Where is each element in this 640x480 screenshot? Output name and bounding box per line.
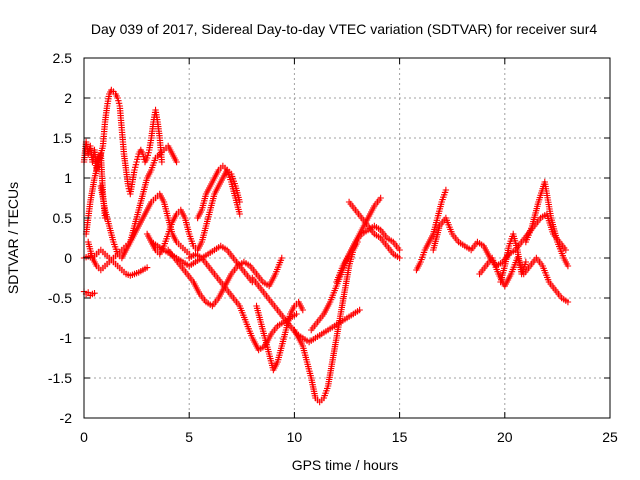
data-marks	[80, 86, 572, 406]
data-point-marker	[173, 158, 180, 166]
series-trace-4	[82, 86, 128, 238]
data-point-marker	[562, 246, 570, 254]
data-point-marker	[293, 310, 300, 318]
x-tick-label: 15	[392, 429, 408, 445]
series-trace-12	[186, 250, 300, 354]
data-point-marker	[143, 264, 151, 271]
data-point-marker	[91, 290, 98, 297]
data-point-marker	[564, 262, 572, 270]
chart-title: Day 039 of 2017, Sidereal Day-to-day VTE…	[91, 21, 597, 37]
plot-frame	[83, 57, 611, 419]
data-point-marker	[396, 246, 403, 254]
series-trace-20	[430, 210, 570, 270]
x-tick-label: 25	[602, 429, 618, 445]
y-tick-label: 0.5	[53, 210, 73, 226]
series-trace-15	[291, 238, 361, 406]
y-tick-label: 1.5	[53, 130, 73, 146]
data-point-marker	[236, 210, 243, 218]
series-trace-22	[522, 178, 572, 270]
y-tick-label: 0	[64, 250, 72, 266]
y-tick-label: 2.5	[53, 50, 73, 66]
data-point-marker	[158, 158, 166, 166]
series-trace-13	[253, 298, 307, 374]
y-tick-label: 1	[64, 170, 72, 186]
x-tick-label: 5	[185, 429, 193, 445]
y-tick-label: -1	[60, 330, 73, 346]
data-point-marker	[396, 254, 403, 262]
series-trace-11	[194, 162, 243, 222]
x-tick-label: 0	[80, 429, 88, 445]
series-trace-23	[497, 230, 530, 286]
x-tick-label: 20	[497, 429, 513, 445]
series-trace-19	[413, 186, 450, 274]
y-tick-label: -2	[60, 410, 73, 426]
data-point-marker	[278, 254, 285, 262]
series-trace-17	[333, 194, 384, 286]
y-tick-label: -0.5	[48, 290, 72, 306]
series-trace-5	[120, 106, 166, 198]
data-point-marker	[377, 194, 384, 202]
y-tick-label: -1.5	[48, 370, 72, 386]
x-axis-label: GPS time / hours	[292, 457, 399, 473]
data-point-marker	[522, 258, 530, 266]
axis-ticks: 0 5 10 15 20 25 -2 -1.5 -1 -0.5 0 0.5 1 1.5 2 2.5	[48, 50, 618, 445]
data-point-marker	[299, 306, 307, 314]
data-point-marker	[356, 306, 363, 314]
x-tick-label: 10	[287, 429, 303, 445]
series-trace-18	[345, 198, 403, 262]
series-trace-8	[143, 166, 243, 258]
y-axis-label: SDTVAR / TECUs	[5, 182, 21, 294]
data-point-marker	[564, 298, 572, 306]
series-trace-7	[97, 142, 180, 262]
grid	[84, 58, 610, 418]
y-tick-label: 2	[64, 90, 72, 106]
data-point-marker	[442, 186, 450, 194]
series-trace-2	[80, 288, 98, 299]
